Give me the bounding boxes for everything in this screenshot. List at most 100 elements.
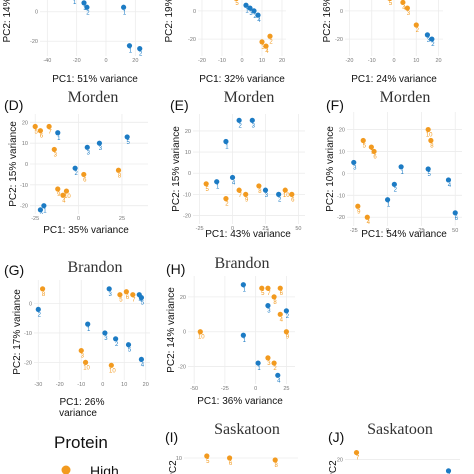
point-label: 7 [267,291,271,297]
data-point-low [452,210,458,216]
data-point-high [234,0,238,1]
point-label: 1 [43,209,47,215]
grid [347,112,462,226]
point-label: 4 [141,362,145,368]
x-tick-label: 25 [418,228,424,234]
data-point-high [236,187,242,193]
x-tick-label: -10 [368,58,376,64]
y-tick-label: 20 [337,457,343,463]
panel-letter: (J) [328,429,344,445]
pca-panel-10: 20 71 (J) Saskatoon PC2 [328,421,460,474]
data-point-low [85,321,91,327]
data-point-high [360,137,366,144]
data-point-high [283,329,289,335]
y-axis-label: PC2: 19% [164,0,175,43]
x-tick-label: 0 [77,216,80,222]
point-label: 8 [430,144,434,150]
data-point-low [255,12,261,18]
data-point-high [267,33,273,39]
point-label: 2 [40,213,44,219]
panel-letter: (G) [4,262,24,278]
x-tick-label: 50 [295,226,301,232]
data-point-low [445,468,452,474]
x-tick-label: 20 [132,58,138,64]
x-tick-label: -25 [196,226,204,232]
data-point-low [106,286,112,292]
site-title: Brandon [214,255,269,272]
legend: Protein High [54,433,119,474]
y-tick-label: -20 [30,39,38,45]
x-tick-label: 25 [262,226,268,232]
data-point-low [251,8,257,14]
point-label: 1 [243,288,247,294]
x-tick-label: -20 [198,58,206,64]
data-point-low [240,332,246,338]
data-point-low [445,177,452,183]
x-tick-label: 0 [392,58,395,64]
point-label: 1 [57,136,61,142]
grid [193,114,305,224]
y-tick-label: -20 [188,37,196,43]
data-point-low [429,36,435,42]
data-point-low [137,46,143,52]
y-tick-label: 20 [22,120,28,126]
x-tick-label: 10 [121,382,127,388]
data-point-high [203,181,209,187]
point-label: 3 [427,38,431,44]
points: 576108943152461 [351,126,459,226]
point-label: 5 [206,459,210,465]
data-point-low [138,295,145,301]
data-point-low [84,4,90,10]
data-point-high [243,191,249,197]
data-point-high [387,0,392,1]
y-tick-label: 20 [180,295,186,301]
site-title: Saskatoon [214,421,280,438]
point-label: 1 [387,203,391,209]
data-point-low [255,360,261,366]
point-label: 8 [42,292,46,298]
point-label: 9 [57,192,61,198]
point-label: 10 [426,133,433,139]
x-axis-label: PC1: 32% variance [199,74,285,85]
data-point-high [117,292,123,298]
point-label: 9 [245,197,249,203]
x-tick-label: -10 [218,58,226,64]
point-label: 10 [283,193,290,199]
data-point-low [265,303,271,309]
point-label: 3 [407,11,411,17]
data-point-low [125,342,132,348]
y-axis-label: PC2: 15% variance [8,121,19,207]
point-label: 5 [389,1,393,7]
point-label: 3 [109,292,113,298]
point-label: 3 [267,361,271,367]
point-label: 1 [245,8,249,14]
x-tick-label: 0 [386,228,389,234]
data-point-low [126,43,133,49]
point-label: 9 [286,335,290,341]
site-title: Morden [68,89,119,106]
data-point-low [102,330,108,336]
point-label: 3 [81,354,85,360]
point-label: 1 [129,49,133,55]
data-point-low [398,164,404,170]
point-label: 1 [216,185,220,191]
x-tick-label: -20 [56,382,64,388]
point-label: 6 [229,461,233,467]
x-tick-label: -25 [31,216,39,222]
panel-letter: (E) [170,97,189,113]
pca-panel-6: -250255020100-10-20576108943152461(F)Mor… [325,89,462,240]
x-axis-label: PC1: 24% variance [351,74,437,85]
data-point-high [256,183,262,189]
data-point-low [96,140,103,146]
data-point-high [425,126,431,133]
data-point-low [276,191,282,197]
data-point-high [55,186,61,192]
points: 71 [353,449,452,474]
data-point-high [265,355,271,361]
points: 132112 [73,0,143,56]
point-label: 4 [280,317,284,323]
